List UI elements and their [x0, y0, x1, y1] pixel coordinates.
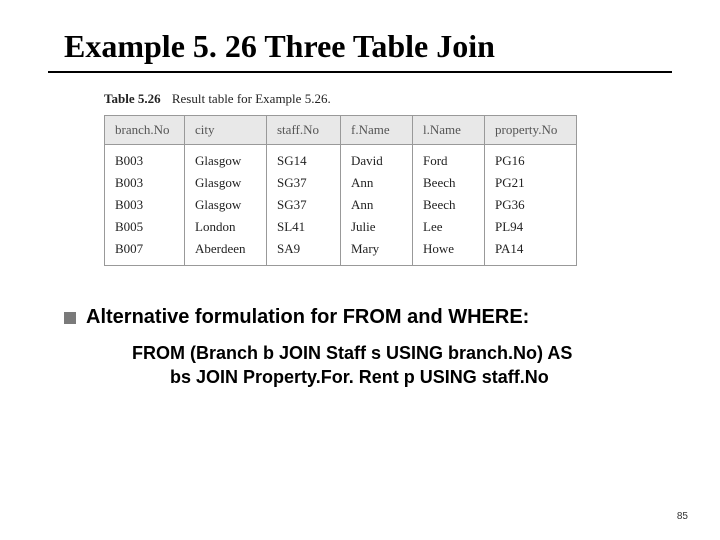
- table-cell: Lee: [413, 216, 485, 238]
- bullet-item: Alternative formulation for FROM and WHE…: [64, 306, 672, 329]
- table-cell: SG14: [267, 145, 341, 173]
- table-row: B003GlasgowSG37AnnBeechPG21: [105, 172, 577, 194]
- table-header-row: branch.Nocitystaff.Nof.Namel.Namepropert…: [105, 116, 577, 145]
- table-cell: Ann: [341, 194, 413, 216]
- table-cell: SG37: [267, 172, 341, 194]
- table-cell: Glasgow: [185, 172, 267, 194]
- code-line-2: bs JOIN Property.For. Rent p USING staff…: [132, 365, 672, 389]
- slide: Example 5. 26 Three Table Join Table 5.2…: [0, 0, 720, 540]
- table-cell: B003: [105, 172, 185, 194]
- table-row: B003GlasgowSG37AnnBeechPG36: [105, 194, 577, 216]
- table-header-cell: city: [185, 116, 267, 145]
- figure-caption: Table 5.26 Result table for Example 5.26…: [104, 91, 672, 107]
- table-cell: PG21: [485, 172, 577, 194]
- result-table: branch.Nocitystaff.Nof.Namel.Namepropert…: [104, 115, 577, 266]
- code-block: FROM (Branch b JOIN Staff s USING branch…: [132, 341, 672, 390]
- table-cell: Ford: [413, 145, 485, 173]
- table-cell: Glasgow: [185, 194, 267, 216]
- table-cell: PA14: [485, 238, 577, 266]
- table-cell: SL41: [267, 216, 341, 238]
- table-cell: B003: [105, 194, 185, 216]
- table-cell: B005: [105, 216, 185, 238]
- caption-label: Table 5.26: [104, 91, 161, 106]
- table-cell: Ann: [341, 172, 413, 194]
- table-header-cell: l.Name: [413, 116, 485, 145]
- table-header-cell: branch.No: [105, 116, 185, 145]
- table-cell: London: [185, 216, 267, 238]
- table-cell: Beech: [413, 194, 485, 216]
- table-cell: SG37: [267, 194, 341, 216]
- table-cell: Beech: [413, 172, 485, 194]
- table-body: B003GlasgowSG14DavidFordPG16B003GlasgowS…: [105, 145, 577, 266]
- table-cell: Glasgow: [185, 145, 267, 173]
- table-cell: PL94: [485, 216, 577, 238]
- table-cell: Howe: [413, 238, 485, 266]
- table-cell: B003: [105, 145, 185, 173]
- table-cell: Aberdeen: [185, 238, 267, 266]
- table-cell: Julie: [341, 216, 413, 238]
- table-header-cell: f.Name: [341, 116, 413, 145]
- figure-area: Table 5.26 Result table for Example 5.26…: [104, 91, 672, 266]
- bullet-text: Alternative formulation for FROM and WHE…: [86, 306, 529, 329]
- table-header-cell: property.No: [485, 116, 577, 145]
- table-header-cell: staff.No: [267, 116, 341, 145]
- table-cell: Mary: [341, 238, 413, 266]
- title-underline: [48, 71, 672, 73]
- table-cell: PG16: [485, 145, 577, 173]
- code-line-1: FROM (Branch b JOIN Staff s USING branch…: [132, 341, 672, 365]
- table-row: B003GlasgowSG14DavidFordPG16: [105, 145, 577, 173]
- page-title: Example 5. 26 Three Table Join: [48, 28, 672, 65]
- table-cell: B007: [105, 238, 185, 266]
- table-row: B005LondonSL41JulieLeePL94: [105, 216, 577, 238]
- table-cell: David: [341, 145, 413, 173]
- table-row: B007AberdeenSA9MaryHowePA14: [105, 238, 577, 266]
- table-cell: PG36: [485, 194, 577, 216]
- caption-text: Result table for Example 5.26.: [172, 91, 331, 106]
- bullet-icon: [64, 312, 76, 324]
- page-number: 85: [677, 511, 688, 522]
- table-cell: SA9: [267, 238, 341, 266]
